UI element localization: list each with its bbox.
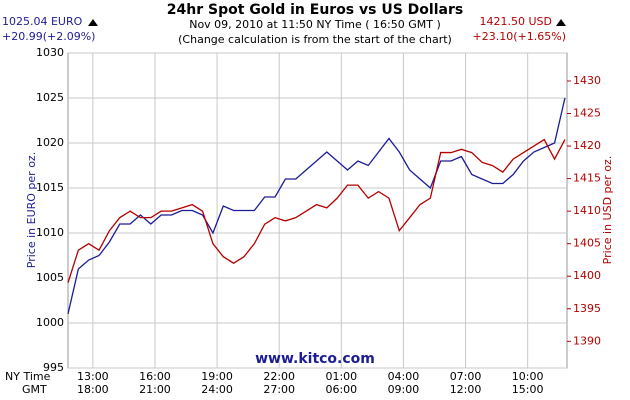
x-tick-label: 16:00 bbox=[139, 370, 171, 383]
right-price: 1421.50 USD bbox=[480, 15, 553, 28]
y2-tick-label: 1410 bbox=[573, 204, 601, 217]
series-line bbox=[67, 97, 566, 315]
x2-tick-label: 27:00 bbox=[263, 383, 295, 396]
y-tick-label: 1025 bbox=[36, 91, 64, 104]
series-line bbox=[67, 138, 566, 283]
x-tick-label: 04:00 bbox=[388, 370, 420, 383]
y-tick-label: 1005 bbox=[36, 271, 64, 284]
watermark: www.kitco.com bbox=[255, 351, 375, 367]
y2-tick-label: 1420 bbox=[573, 139, 601, 152]
y-tick-label: 1030 bbox=[36, 46, 64, 59]
x-tick-label: 10:00 bbox=[512, 370, 544, 383]
x2-tick-label: 21:00 bbox=[139, 383, 171, 396]
y2-tick-label: 1430 bbox=[573, 74, 601, 87]
chart-subtitle: Nov 09, 2010 at 11:50 NY Time ( 16:50 GM… bbox=[189, 18, 441, 31]
left-price: 1025.04 EURO bbox=[2, 15, 83, 28]
y2-tick-label: 1400 bbox=[573, 269, 601, 282]
x-tick-label: 07:00 bbox=[450, 370, 482, 383]
x-tick-label: 19:00 bbox=[201, 370, 233, 383]
y2-tick-label: 1390 bbox=[573, 334, 601, 347]
x-tick-label: 22:00 bbox=[263, 370, 295, 383]
up-arrow bbox=[556, 19, 566, 26]
y-axis-label: Price in EURO per oz. bbox=[25, 152, 38, 268]
right-change: +23.10(+1.65%) bbox=[473, 30, 566, 43]
y2-tick-label: 1395 bbox=[573, 302, 601, 315]
x-row-label: GMT bbox=[22, 383, 47, 396]
y2-tick-label: 1415 bbox=[573, 172, 601, 185]
x-row-label: NY Time bbox=[5, 370, 51, 383]
y-tick-label: 1010 bbox=[36, 226, 64, 239]
x-tick-label: 01:00 bbox=[325, 370, 357, 383]
plot-area bbox=[67, 52, 568, 369]
y-tick-label: 1000 bbox=[36, 316, 64, 329]
x2-tick-label: 09:00 bbox=[388, 383, 420, 396]
up-arrow bbox=[88, 19, 98, 26]
y2-axis-label: Price in USD per oz. bbox=[601, 156, 614, 265]
left-change: +20.99(+2.09%) bbox=[2, 30, 95, 43]
y-tick-label: 1020 bbox=[36, 136, 64, 149]
x2-tick-label: 24:00 bbox=[201, 383, 233, 396]
x2-tick-label: 15:00 bbox=[512, 383, 544, 396]
x2-tick-label: 06:00 bbox=[325, 383, 357, 396]
x2-tick-label: 12:00 bbox=[450, 383, 482, 396]
y-tick-label: 995 bbox=[43, 361, 64, 374]
chart-title: 24hr Spot Gold in Euros vs US Dollars bbox=[167, 2, 463, 18]
y2-tick-label: 1425 bbox=[573, 107, 601, 120]
x2-tick-label: 18:00 bbox=[77, 383, 109, 396]
y2-tick-label: 1405 bbox=[573, 237, 601, 250]
x-tick-label: 13:00 bbox=[77, 370, 109, 383]
chart-note: (Change calculation is from the start of… bbox=[178, 33, 452, 46]
y-tick-label: 1015 bbox=[36, 181, 64, 194]
